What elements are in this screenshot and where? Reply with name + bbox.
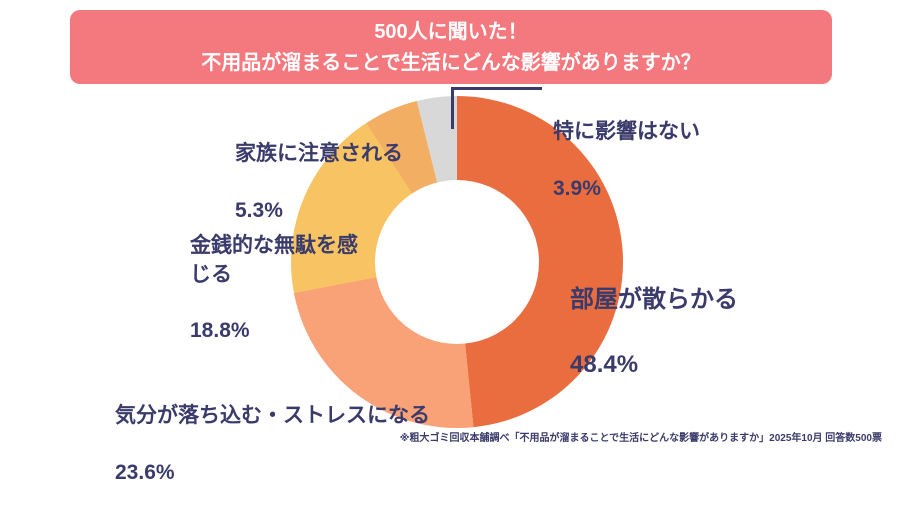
- slice-label-text: 気分が落ち込む・ストレスになる: [115, 404, 430, 428]
- slice-label-stress: 気分が落ち込む・ストレスになる 23.6%: [115, 374, 430, 516]
- slice-label-pct: 18.8%: [190, 319, 250, 343]
- slice-label-pct: 5.3%: [235, 199, 283, 223]
- title-line-1: 500人に聞いた！: [374, 20, 528, 43]
- slice-label-text: 家族に注意される: [235, 142, 403, 166]
- title-banner: 500人に聞いた！ 不用品が溜まることで生活にどんな影響がありますか？: [70, 10, 832, 84]
- leader-line: [451, 87, 542, 129]
- slice-label-no-effect: 特に影響はない 3.9%: [553, 90, 700, 232]
- slice-label-text: 特に影響はない: [553, 120, 700, 144]
- title-line-2: 不用品が溜まることで生活にどんな影響がありますか？: [201, 51, 701, 74]
- donut-chart: [291, 96, 623, 428]
- slice-label-pct: 48.4%: [570, 351, 639, 379]
- infographic: 500人に聞いた！ 不用品が溜まることで生活にどんな影響がありますか？ 部屋が散…: [70, 10, 882, 484]
- slice-label-text: 部屋が散らかる: [570, 286, 738, 314]
- source-note: ※粗大ゴミ回収本舗調べ「不用品が溜まることで生活にどんな影響がありますか」202…: [399, 433, 882, 444]
- slice-label-pct: 23.6%: [115, 461, 175, 485]
- slice-label-messy-room: 部屋が散らかる 48.4%: [570, 252, 738, 414]
- slice-label-text: 金銭的な無駄を感じる: [190, 234, 358, 286]
- donut-hole: [375, 180, 539, 344]
- slice-label-money-waste: 金銭的な無駄を感じる 18.8%: [190, 204, 358, 374]
- slice-label-family-warning: 家族に注意される 5.3%: [235, 112, 403, 254]
- slice-label-pct: 3.9%: [553, 177, 601, 201]
